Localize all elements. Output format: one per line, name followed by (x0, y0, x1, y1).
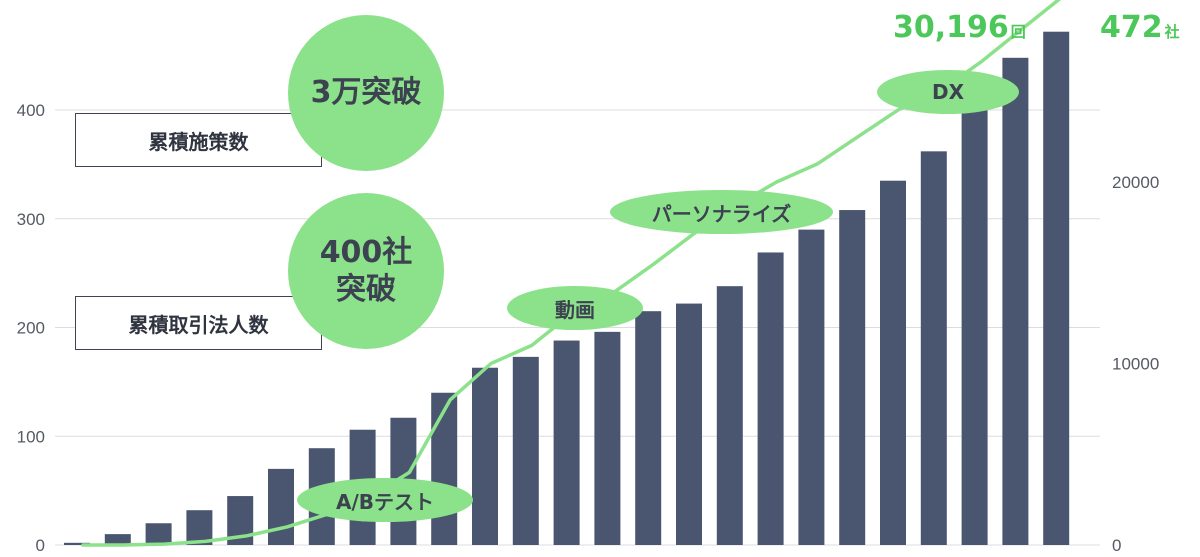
bar (431, 392, 458, 545)
bar (1043, 31, 1070, 545)
bar (186, 510, 213, 545)
annotation-video: 動画 (507, 286, 643, 330)
annotation-video-label: 動画 (555, 297, 595, 322)
bar (268, 468, 294, 545)
annotation-ab-test: A/Bテスト (297, 478, 473, 522)
annotation-ab-test-label: A/Bテスト (335, 489, 435, 514)
bar (676, 303, 702, 545)
annotation-personalize: パーソナライズ (610, 190, 833, 234)
right-axis-ticks: 0 10000 20000 (1112, 173, 1159, 555)
bar (1002, 57, 1029, 546)
bar (757, 252, 784, 545)
bar (145, 523, 172, 545)
badge-corporations-line1: 400社 (319, 234, 413, 270)
bar (635, 311, 662, 545)
left-tick-label: 0 (36, 536, 45, 555)
bar (553, 340, 580, 545)
bar (961, 99, 988, 545)
legend-box-corporations: 累積取引法人数 (75, 296, 322, 350)
end-label-corporations: 472 社 (1100, 10, 1180, 45)
left-tick-label: 300 (17, 210, 45, 229)
badge-measures-text: 3万突破 (310, 75, 422, 111)
left-tick-label: 100 (17, 427, 45, 446)
end-label-corporations-value: 472 (1100, 10, 1163, 45)
annotation-dx: DX (877, 70, 1019, 114)
right-tick-label: 10000 (1112, 355, 1159, 374)
bar (512, 356, 539, 545)
legend-label-measures: 累積施策数 (148, 129, 249, 154)
bar (594, 331, 621, 545)
end-label-measures: 30,196 回 (893, 10, 1026, 45)
legend-box-measures: 累積施策数 (75, 113, 322, 167)
bar (880, 180, 906, 545)
right-tick-label: 0 (1112, 536, 1121, 555)
bar (716, 286, 743, 545)
annotation-personalize-label: パーソナライズ (651, 201, 792, 226)
bar (104, 534, 131, 545)
end-label-measures-value: 30,196 (893, 10, 1009, 45)
left-axis-ticks: 0 100 200 300 400 (17, 101, 45, 555)
bar (920, 151, 947, 545)
badge-corporations-line2: 突破 (336, 272, 396, 307)
end-label-measures-unit: 回 (1010, 23, 1026, 41)
bar (64, 542, 90, 545)
left-tick-label: 200 (17, 319, 45, 338)
annotation-dx-label: DX (931, 80, 965, 104)
badge-corporations-milestone: 400社 突破 (288, 193, 444, 349)
bar (839, 210, 866, 546)
bar (798, 229, 825, 545)
badge-measures-milestone: 3万突破 (288, 15, 444, 171)
end-label-corporations-unit: 社 (1164, 23, 1180, 41)
legend-label-corporations: 累積取引法人数 (128, 312, 269, 337)
left-tick-label: 400 (17, 101, 45, 120)
bar (472, 367, 498, 545)
right-tick-label: 20000 (1112, 173, 1159, 192)
